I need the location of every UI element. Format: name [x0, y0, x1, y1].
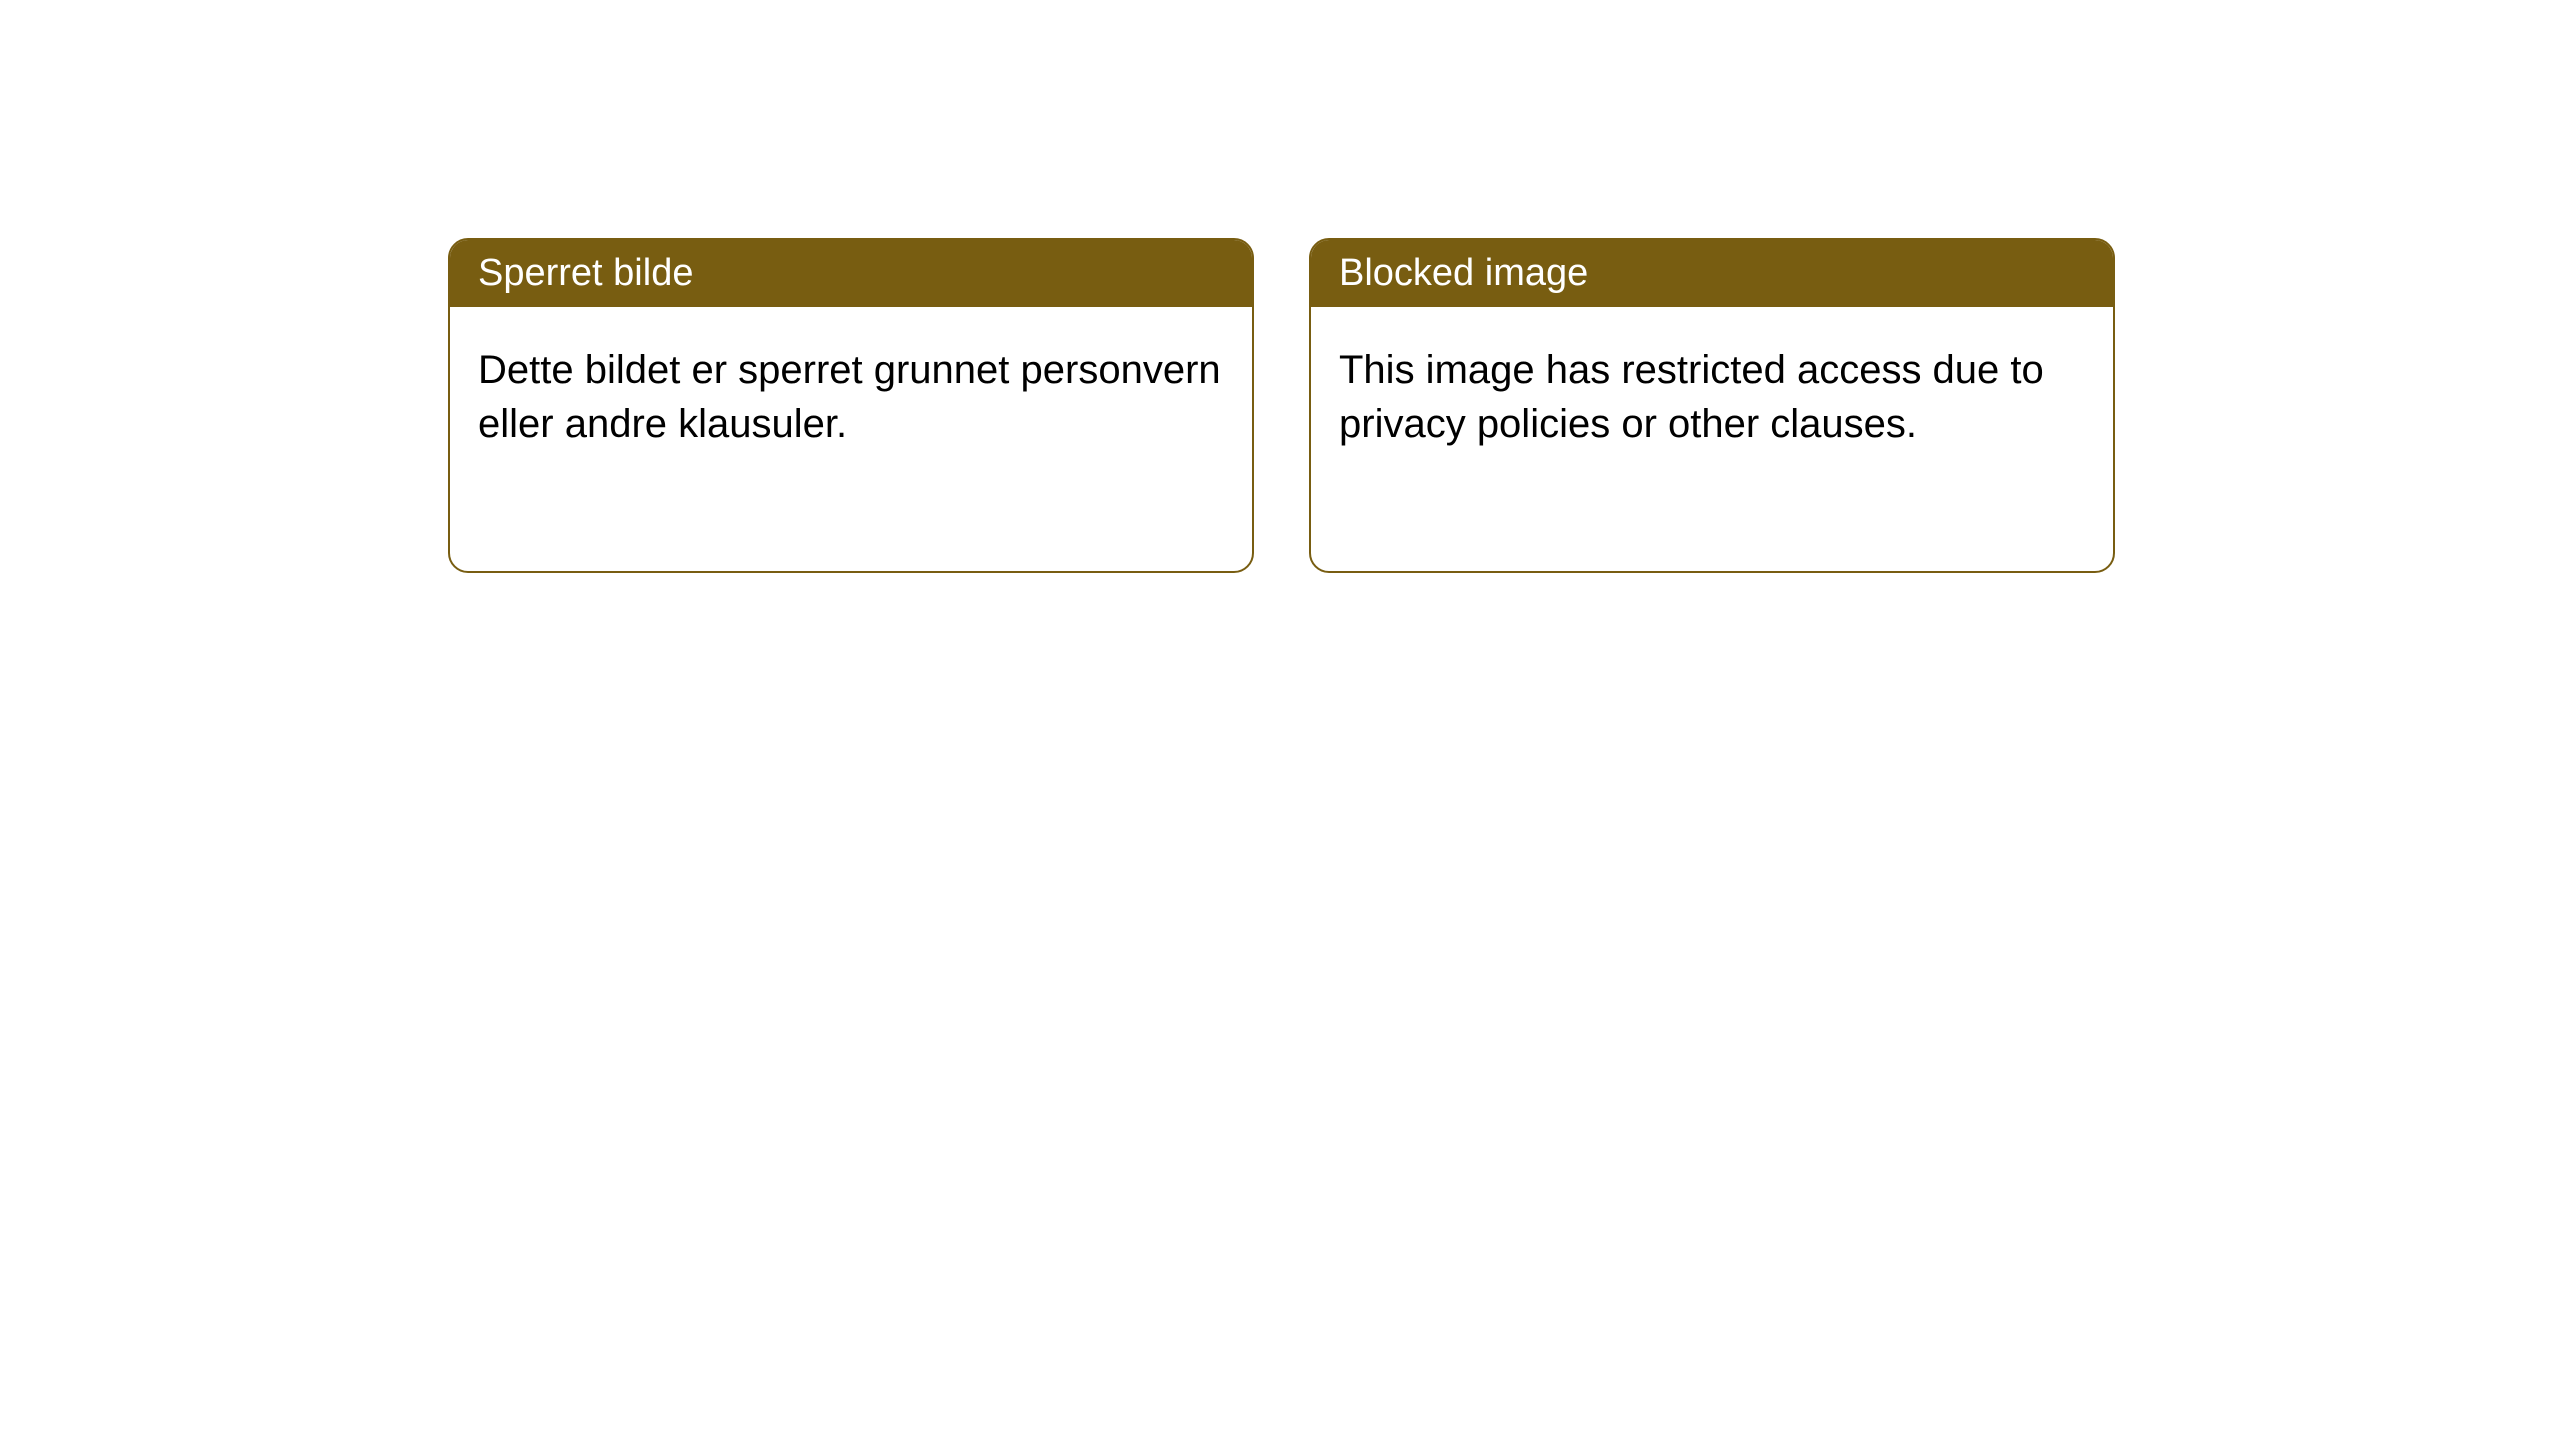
notice-cards-container: Sperret bilde Dette bildet er sperret gr… — [448, 238, 2115, 573]
card-body-text: This image has restricted access due to … — [1339, 348, 2044, 446]
card-body: This image has restricted access due to … — [1311, 307, 2113, 487]
card-body-text: Dette bildet er sperret grunnet personve… — [478, 348, 1221, 446]
card-title: Sperret bilde — [478, 252, 693, 294]
card-title: Blocked image — [1339, 252, 1588, 294]
card-header: Sperret bilde — [450, 240, 1252, 307]
notice-card-english: Blocked image This image has restricted … — [1309, 238, 2115, 573]
card-header: Blocked image — [1311, 240, 2113, 307]
notice-card-norwegian: Sperret bilde Dette bildet er sperret gr… — [448, 238, 1254, 573]
card-body: Dette bildet er sperret grunnet personve… — [450, 307, 1252, 487]
